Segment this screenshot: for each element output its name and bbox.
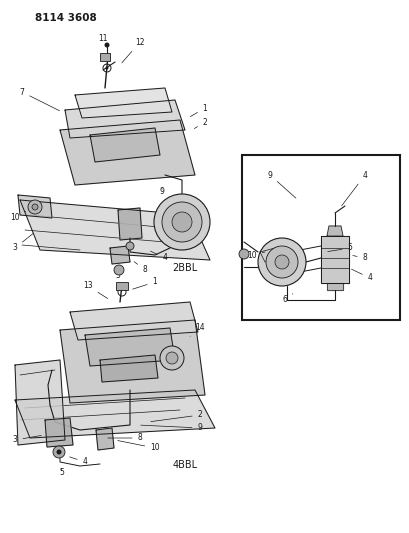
Text: 9: 9 (267, 171, 295, 198)
Polygon shape (70, 302, 198, 340)
Text: 12: 12 (121, 37, 144, 63)
Text: 7: 7 (20, 87, 59, 111)
Text: 9: 9 (140, 424, 202, 432)
Polygon shape (259, 248, 279, 262)
Polygon shape (118, 208, 142, 240)
Text: 5: 5 (327, 244, 352, 253)
Circle shape (274, 255, 288, 269)
Circle shape (257, 238, 305, 286)
Circle shape (162, 202, 202, 242)
Polygon shape (326, 226, 342, 236)
Text: 4: 4 (70, 457, 87, 466)
Text: 6: 6 (282, 294, 292, 304)
Bar (241, 155, 399, 320)
Text: 4: 4 (150, 251, 167, 262)
Text: 8: 8 (108, 433, 142, 442)
Circle shape (53, 446, 65, 458)
Circle shape (238, 249, 248, 259)
Bar (100, 53, 110, 61)
Polygon shape (20, 200, 209, 260)
Circle shape (114, 265, 124, 275)
Circle shape (172, 212, 191, 232)
Text: 2: 2 (194, 117, 207, 128)
Circle shape (166, 352, 178, 364)
Polygon shape (85, 328, 175, 366)
Polygon shape (60, 320, 204, 403)
Polygon shape (100, 355, 157, 382)
Text: 5: 5 (115, 271, 120, 279)
Text: 2: 2 (151, 410, 202, 422)
Circle shape (154, 194, 209, 250)
Polygon shape (15, 360, 65, 445)
Polygon shape (96, 428, 114, 450)
Polygon shape (45, 418, 73, 447)
Text: 11: 11 (98, 34, 108, 46)
Circle shape (105, 67, 108, 69)
Text: 10: 10 (247, 251, 264, 260)
Text: 4: 4 (351, 269, 371, 282)
Circle shape (126, 242, 134, 250)
Polygon shape (320, 236, 348, 283)
Text: 4BBL: 4BBL (172, 460, 197, 470)
Text: 10: 10 (117, 441, 160, 453)
Polygon shape (15, 390, 214, 438)
Circle shape (32, 204, 38, 210)
Polygon shape (75, 88, 172, 118)
Text: 13: 13 (83, 281, 108, 298)
Circle shape (56, 449, 61, 455)
Text: 14: 14 (190, 324, 204, 336)
Text: 3: 3 (13, 435, 41, 445)
Bar (116, 282, 128, 290)
Text: 8114 3608: 8114 3608 (35, 13, 97, 23)
Polygon shape (326, 283, 342, 290)
Text: 4: 4 (341, 171, 366, 206)
Text: 2BBL: 2BBL (172, 263, 197, 273)
Text: 8: 8 (134, 262, 147, 274)
Circle shape (104, 43, 109, 47)
Text: 8: 8 (352, 254, 366, 262)
Text: 5: 5 (59, 469, 64, 478)
Circle shape (160, 346, 184, 370)
Circle shape (265, 246, 297, 278)
Polygon shape (110, 246, 130, 264)
Text: 1: 1 (133, 278, 157, 289)
Polygon shape (60, 120, 195, 185)
Text: 1: 1 (190, 103, 207, 117)
Circle shape (28, 200, 42, 214)
Text: 10: 10 (10, 212, 26, 222)
Polygon shape (18, 195, 52, 218)
Polygon shape (65, 100, 184, 138)
Text: 3: 3 (13, 234, 33, 253)
Text: 9: 9 (159, 188, 164, 197)
Polygon shape (90, 128, 160, 162)
